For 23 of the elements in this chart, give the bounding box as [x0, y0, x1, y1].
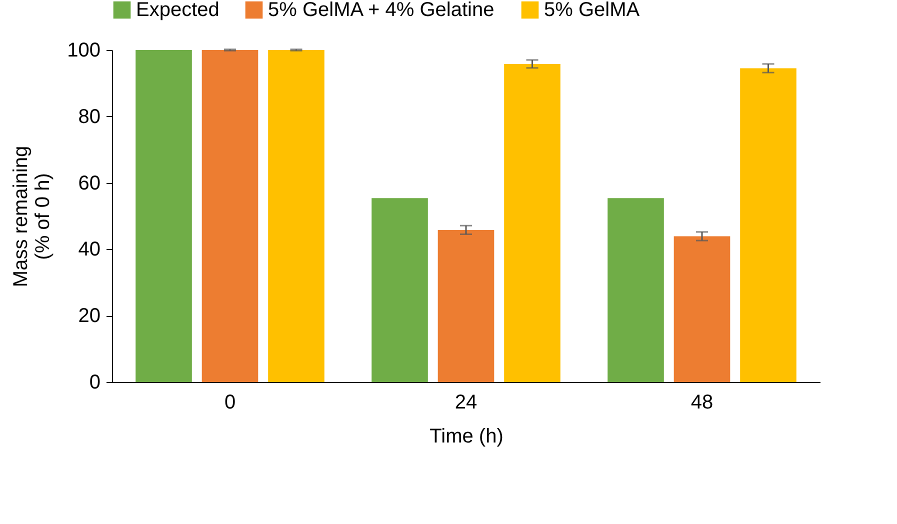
bar	[268, 50, 324, 382]
bar	[136, 50, 192, 382]
y-axis-title: Mass remaining (% of 0 h)	[10, 146, 54, 288]
legend-label: Expected	[136, 0, 220, 21]
y-tick-label: 0	[89, 372, 100, 394]
y-tick-label: 40	[78, 238, 100, 261]
x-tick-label: 0	[224, 392, 236, 414]
x-tick-label: 48	[690, 392, 714, 414]
bar	[372, 198, 428, 382]
legend-label: 5% GelMA + 4% Gelatine	[268, 0, 494, 21]
bar	[504, 64, 560, 382]
bar	[608, 198, 664, 382]
bar	[674, 236, 730, 382]
bar	[438, 230, 494, 382]
bar	[740, 68, 796, 382]
x-tick-label: 24	[454, 392, 478, 414]
y-tick-label: 100	[67, 40, 100, 62]
x-axis-title: Time (h)	[430, 426, 504, 448]
bar	[202, 50, 258, 382]
y-tick-label: 20	[78, 305, 100, 328]
y-tick-label: 80	[78, 106, 100, 128]
legend-label: 5% GelMA	[544, 0, 640, 21]
y-tick-label: 60	[78, 172, 100, 194]
